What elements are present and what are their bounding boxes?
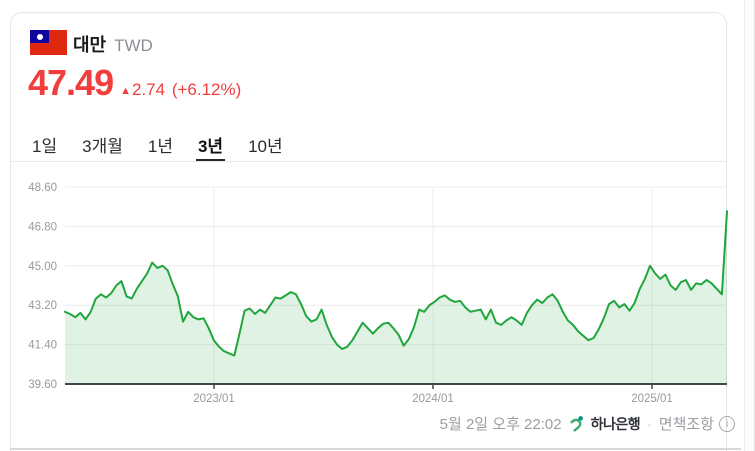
info-icon[interactable]: i bbox=[719, 415, 735, 432]
y-axis-label: 39.60 bbox=[28, 379, 57, 391]
flag-sun bbox=[37, 34, 43, 40]
up-arrow-icon: ▲ bbox=[120, 85, 131, 97]
tab-1year[interactable]: 1년 bbox=[147, 137, 173, 156]
y-axis-label: 43.20 bbox=[28, 300, 57, 312]
country-name: 대만 bbox=[73, 35, 107, 55]
currency-code: TWD bbox=[114, 36, 153, 55]
area-fill bbox=[65, 211, 727, 384]
disclaimer-link[interactable]: 면책조항 i bbox=[659, 413, 735, 434]
rate-card bbox=[10, 12, 727, 451]
bank-name: 하나은행 bbox=[590, 415, 641, 432]
tab-1day[interactable]: 1일 bbox=[32, 137, 58, 156]
chart-footer: 5월 2일 오후 22:02 하나은행 · 면책조항 i bbox=[440, 413, 735, 434]
y-axis-label: 41.40 bbox=[28, 340, 57, 352]
exchange-rate-chart[interactable]: 48.60 46.80 45.00 43.20 41.40 39.60 2023/01 202… bbox=[0, 175, 755, 405]
change-value: 2.74 bbox=[131, 80, 166, 99]
x-axis-label: 2025/01 bbox=[631, 393, 673, 405]
taiwan-flag-icon bbox=[30, 30, 67, 55]
x-axis-label: 2024/01 bbox=[412, 393, 454, 405]
price-row: 47.49 ▲ 2.74 (+6.12%) bbox=[28, 62, 241, 104]
tab-10years[interactable]: 10년 bbox=[248, 137, 283, 156]
price-change: ▲ 2.74 (+6.12%) bbox=[120, 80, 241, 100]
disclaimer-label: 면책조항 bbox=[658, 416, 714, 433]
y-axis-label: 46.80 bbox=[28, 221, 57, 233]
rate-line bbox=[64, 210, 728, 357]
x-axis-label: 2023/01 bbox=[193, 393, 235, 405]
tab-3months[interactable]: 3개월 bbox=[82, 137, 123, 156]
tabbar-divider bbox=[11, 161, 727, 162]
data-source: 하나은행 bbox=[569, 414, 641, 434]
chart-canvas[interactable]: 48.60 46.80 45.00 43.20 41.40 39.60 2023/01 202… bbox=[0, 175, 755, 405]
dot-separator: · bbox=[647, 415, 652, 432]
scrollbar-track[interactable] bbox=[744, 0, 755, 451]
price-value: 47.49 bbox=[28, 62, 114, 103]
change-percent: (+6.12%) bbox=[171, 80, 242, 99]
period-tabs: 1일 3개월 1년 3년 10년 bbox=[30, 128, 285, 161]
tab-3years[interactable]: 3년 bbox=[195, 128, 226, 161]
quote-timestamp: 5월 2일 오후 22:02 bbox=[439, 416, 562, 433]
y-axis-label: 48.60 bbox=[28, 182, 57, 194]
currency-name-row: 대만 TWD bbox=[73, 31, 153, 57]
bottom-divider bbox=[10, 448, 741, 450]
hana-bank-logo-icon bbox=[570, 415, 583, 432]
y-axis-label: 45.00 bbox=[28, 261, 57, 273]
